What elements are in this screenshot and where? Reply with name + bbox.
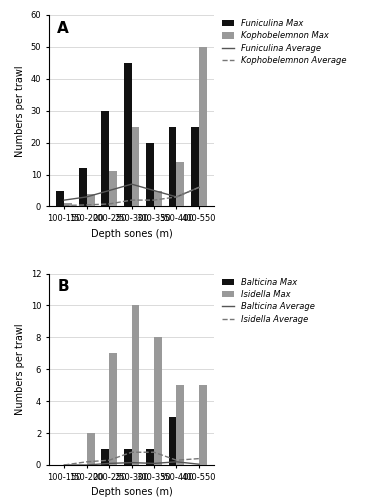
Legend: Funiculina Max, Kophobelemnon Max, Funiculina Average, Kophobelemnon Average: Funiculina Max, Kophobelemnon Max, Funic… <box>222 19 346 65</box>
Bar <box>154 338 162 465</box>
Bar <box>132 126 139 206</box>
Bar <box>154 190 162 206</box>
Bar <box>101 449 109 465</box>
Bar <box>146 142 154 206</box>
Bar <box>132 306 139 465</box>
Bar <box>56 190 64 206</box>
Bar <box>109 172 117 206</box>
Bar <box>87 194 94 206</box>
Text: A: A <box>57 20 69 36</box>
Bar <box>191 126 199 206</box>
Bar <box>176 385 184 465</box>
Bar <box>199 385 207 465</box>
Bar <box>101 110 109 206</box>
Bar <box>79 168 87 206</box>
Bar <box>176 162 184 206</box>
Legend: Balticina Max, Isidella Max, Balticina Average, Isidella Average: Balticina Max, Isidella Max, Balticina A… <box>222 278 315 324</box>
Bar <box>169 126 176 206</box>
Bar <box>124 449 132 465</box>
Bar <box>199 47 207 206</box>
X-axis label: Depth sones (m): Depth sones (m) <box>91 487 173 497</box>
Y-axis label: Numbers per trawl: Numbers per trawl <box>15 324 25 415</box>
X-axis label: Depth sones (m): Depth sones (m) <box>91 228 173 238</box>
Text: B: B <box>57 280 69 294</box>
Bar <box>87 433 94 465</box>
Bar <box>124 63 132 206</box>
Bar <box>64 204 72 206</box>
Y-axis label: Numbers per trawl: Numbers per trawl <box>15 65 25 156</box>
Bar <box>169 417 176 465</box>
Bar <box>109 354 117 465</box>
Bar <box>146 449 154 465</box>
